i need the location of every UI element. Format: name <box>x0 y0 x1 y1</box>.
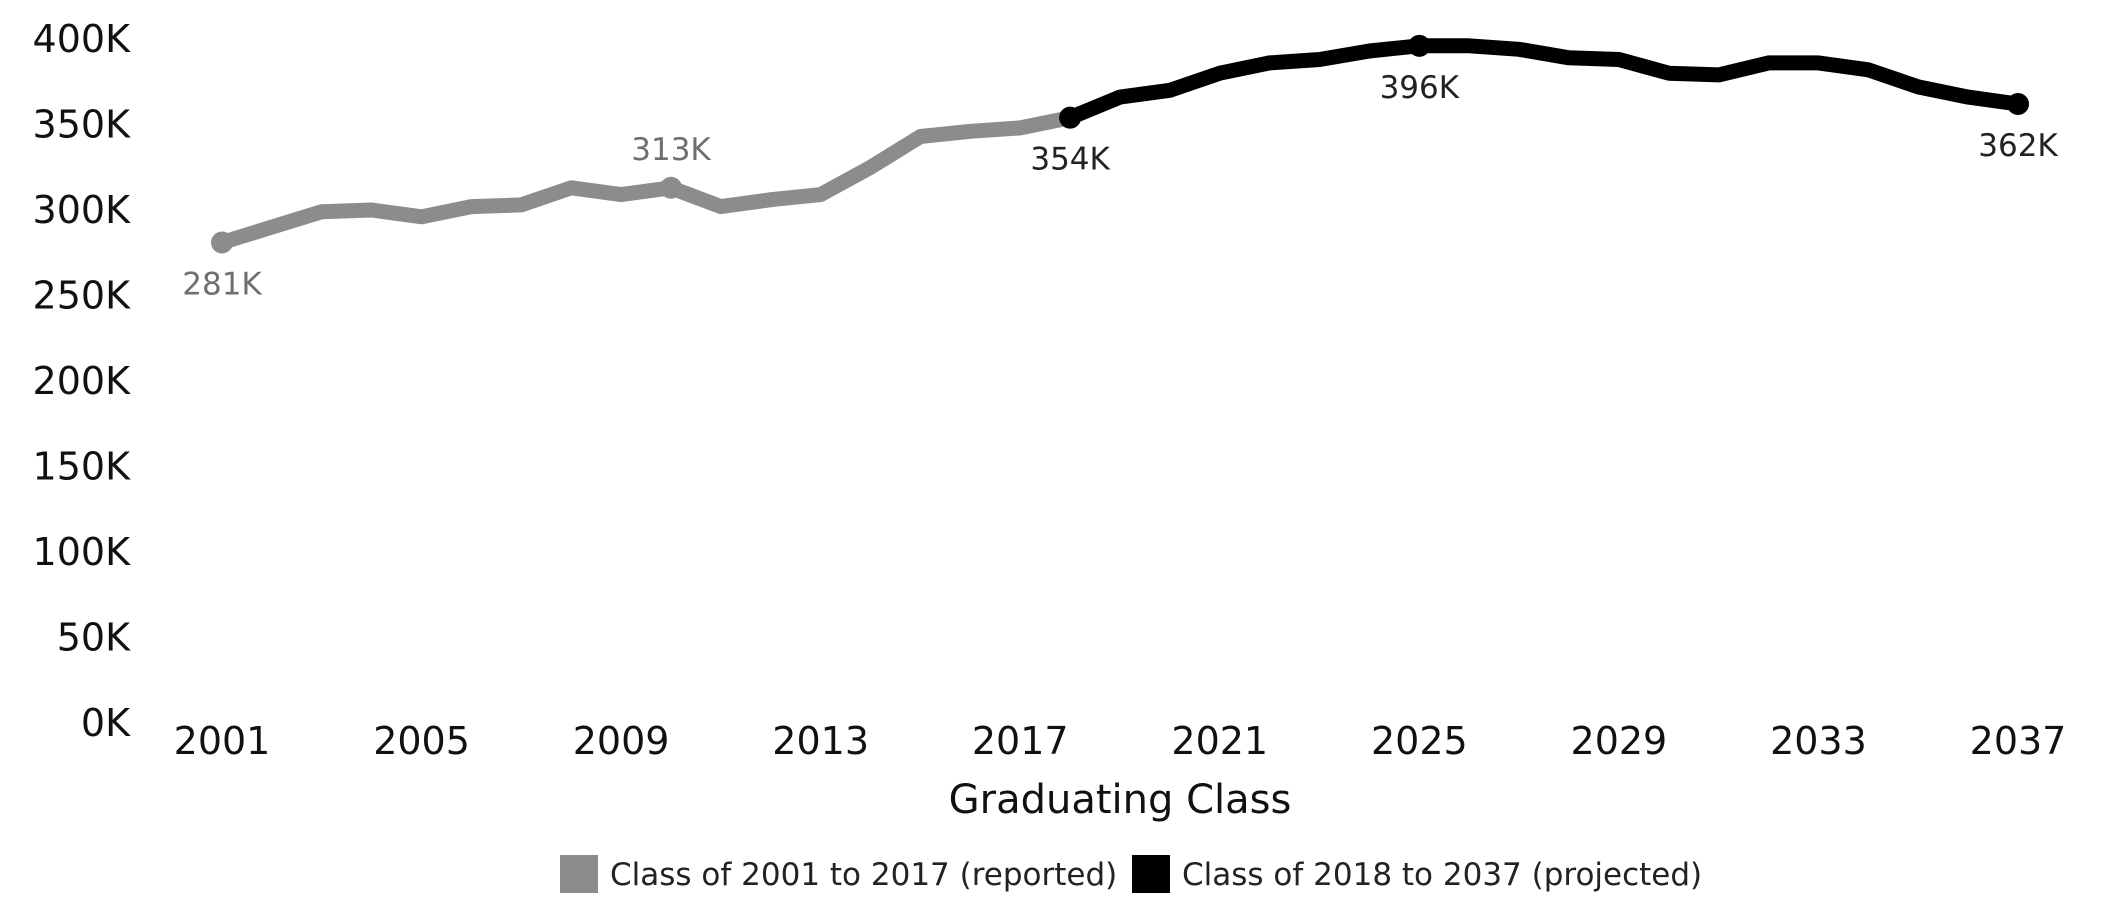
y-tick-label: 400K <box>33 17 132 61</box>
y-tick-label: 50K <box>57 616 131 660</box>
x-axis-title: Graduating Class <box>949 777 1292 823</box>
x-tick-label: 2001 <box>174 719 271 763</box>
data-label: 281K <box>182 266 262 302</box>
data-label: 362K <box>1978 128 2058 164</box>
x-tick-label: 2025 <box>1371 719 1468 763</box>
y-tick-label: 200K <box>33 359 132 403</box>
x-tick-label: 2017 <box>972 719 1069 763</box>
point-marker <box>1059 106 1082 129</box>
point-marker <box>660 176 682 199</box>
y-tick-label: 0K <box>81 701 131 745</box>
x-axis-ticks: 2001 2005 2009 2013 2017 2021 2025 2029 2033 2037 <box>174 719 2067 763</box>
data-label: 313K <box>631 132 711 168</box>
y-tick-label: 300K <box>33 188 132 232</box>
point-marker <box>1408 34 1431 57</box>
series-lines <box>219 38 2020 250</box>
data-labels: 281K 313K 354K 396K 362K <box>182 70 2058 303</box>
legend-swatch <box>1132 855 1170 893</box>
x-tick-label: 2021 <box>1171 719 1268 763</box>
series-line-1 <box>219 110 1072 250</box>
legend-label: Class of 2001 to 2017 (reported) <box>610 857 1117 893</box>
legend-label: Class of 2018 to 2037 (projected) <box>1182 857 1702 893</box>
series-line-2 <box>1067 38 2020 125</box>
x-tick-label: 2005 <box>373 719 470 763</box>
data-label: 354K <box>1030 142 1110 178</box>
legend: Class of 2001 to 2017 (reported) Class of… <box>560 855 1702 893</box>
x-tick-label: 2033 <box>1770 719 1867 763</box>
x-tick-label: 2029 <box>1571 719 1668 763</box>
y-axis-ticks: 0K 50K 100K 150K 200K 250K 300K 350K 400K <box>33 17 132 745</box>
x-tick-label: 2037 <box>1970 719 2067 763</box>
y-tick-label: 100K <box>33 530 132 574</box>
y-tick-label: 350K <box>33 103 132 147</box>
x-tick-label: 2009 <box>573 719 670 763</box>
x-tick-label: 2013 <box>772 719 869 763</box>
data-label: 396K <box>1380 70 1460 106</box>
point-marker <box>2007 92 2029 115</box>
y-tick-label: 150K <box>33 445 132 489</box>
y-tick-label: 250K <box>33 274 132 318</box>
point-marker <box>211 231 233 254</box>
legend-swatch <box>560 855 598 893</box>
point-markers <box>211 34 2029 254</box>
